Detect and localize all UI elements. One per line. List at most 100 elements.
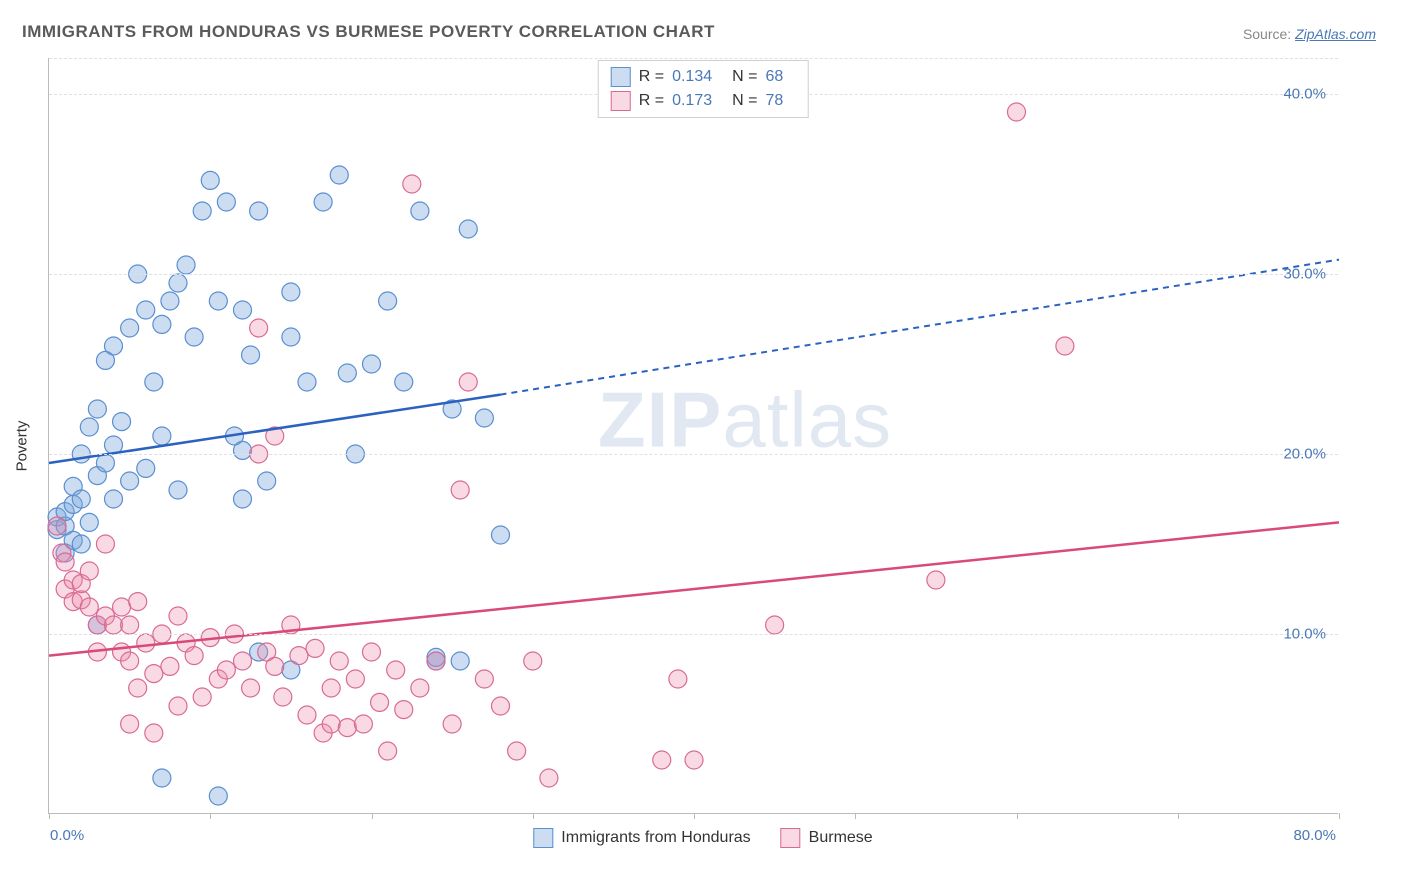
data-point <box>322 679 340 697</box>
trend-line <box>49 522 1339 655</box>
x-tick <box>1017 813 1018 819</box>
y-tick-label: 10.0% <box>1283 626 1326 643</box>
data-point <box>80 418 98 436</box>
data-point <box>306 639 324 657</box>
data-point <box>153 427 171 445</box>
data-point <box>217 661 235 679</box>
data-point <box>411 679 429 697</box>
x-tick <box>1178 813 1179 819</box>
data-point <box>427 652 445 670</box>
data-point <box>88 400 106 418</box>
data-point <box>161 292 179 310</box>
legend-item: Burmese <box>781 828 873 848</box>
data-point <box>354 715 372 733</box>
n-value: 68 <box>765 68 783 86</box>
data-point <box>96 454 114 472</box>
data-point <box>80 598 98 616</box>
data-point <box>145 724 163 742</box>
data-point <box>234 490 252 508</box>
data-point <box>121 472 139 490</box>
data-point <box>298 706 316 724</box>
data-point <box>314 193 332 211</box>
data-point <box>298 373 316 391</box>
data-point <box>234 652 252 670</box>
data-point <box>411 202 429 220</box>
data-point <box>274 688 292 706</box>
data-point <box>137 459 155 477</box>
data-point <box>379 292 397 310</box>
r-value: 0.173 <box>672 92 712 110</box>
x-axis-min-label: 0.0% <box>50 827 84 844</box>
data-point <box>121 319 139 337</box>
data-point <box>234 301 252 319</box>
n-value: 78 <box>765 92 783 110</box>
data-point <box>492 697 510 715</box>
data-point <box>371 693 389 711</box>
data-point <box>209 787 227 805</box>
data-point <box>137 301 155 319</box>
data-point <box>209 292 227 310</box>
data-point <box>282 283 300 301</box>
r-value: 0.134 <box>672 68 712 86</box>
legend-item: Immigrants from Honduras <box>533 828 750 848</box>
data-point <box>330 166 348 184</box>
data-point <box>177 256 195 274</box>
data-point <box>105 337 123 355</box>
data-point <box>105 616 123 634</box>
legend-label: Immigrants from Honduras <box>561 829 750 847</box>
data-point <box>169 481 187 499</box>
gridline <box>49 634 1338 635</box>
data-point <box>322 715 340 733</box>
legend-swatch <box>781 828 801 848</box>
data-point <box>129 593 147 611</box>
data-point <box>153 315 171 333</box>
data-point <box>193 688 211 706</box>
stats-row: R =0.173N =78 <box>611 89 796 113</box>
data-point <box>121 715 139 733</box>
data-point <box>72 535 90 553</box>
data-point <box>96 535 114 553</box>
data-point <box>451 652 469 670</box>
data-point <box>508 742 526 760</box>
y-tick-label: 20.0% <box>1283 446 1326 463</box>
data-point <box>80 513 98 531</box>
data-point <box>185 647 203 665</box>
legend-swatch <box>533 828 553 848</box>
r-label: R = <box>639 68 664 86</box>
x-axis-max-label: 80.0% <box>1293 827 1336 844</box>
x-tick <box>372 813 373 819</box>
y-axis-label: Poverty <box>14 421 31 472</box>
data-point <box>48 517 66 535</box>
data-point <box>250 202 268 220</box>
legend-label: Burmese <box>809 829 873 847</box>
data-point <box>258 472 276 490</box>
x-tick <box>855 813 856 819</box>
trend-line-dashed <box>501 260 1340 395</box>
data-point <box>451 481 469 499</box>
data-point <box>540 769 558 787</box>
data-point <box>72 490 90 508</box>
gridline <box>49 274 1338 275</box>
data-point <box>685 751 703 769</box>
data-point <box>169 697 187 715</box>
chart-title: IMMIGRANTS FROM HONDURAS VS BURMESE POVE… <box>22 22 715 42</box>
data-point <box>129 679 147 697</box>
legend-swatch <box>611 91 631 111</box>
data-point <box>145 665 163 683</box>
data-point <box>113 413 131 431</box>
data-point <box>395 373 413 391</box>
data-point <box>290 647 308 665</box>
data-point <box>266 657 284 675</box>
data-point <box>443 715 461 733</box>
source-link[interactable]: ZipAtlas.com <box>1295 26 1376 42</box>
data-point <box>153 769 171 787</box>
scatter-plot-svg <box>49 58 1338 813</box>
data-point <box>653 751 671 769</box>
data-point <box>338 364 356 382</box>
data-point <box>161 657 179 675</box>
data-point <box>169 607 187 625</box>
data-point <box>492 526 510 544</box>
data-point <box>379 742 397 760</box>
data-point <box>387 661 405 679</box>
gridline <box>49 454 1338 455</box>
